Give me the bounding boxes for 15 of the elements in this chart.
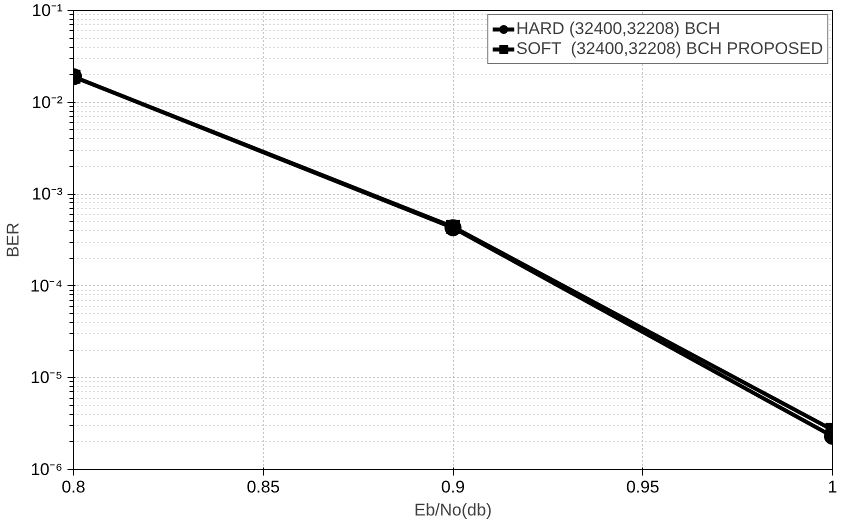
- x-tick-label: 0.95: [626, 478, 660, 496]
- y-tick-label: 10⁻¹: [32, 1, 63, 20]
- y-tick-label: 10⁻³: [32, 184, 63, 204]
- legend-label: SOFT (32400,32208) BCH PROPOSED: [516, 39, 823, 59]
- y-tick-label: 10⁻⁶: [30, 460, 63, 479]
- x-tick-label: 0.85: [246, 478, 280, 496]
- y-tick-label: 10⁻⁵: [30, 368, 63, 388]
- y-tick-label: 10⁻⁴: [30, 276, 63, 296]
- x-tick-label: 0.8: [62, 478, 86, 496]
- y-axis-title: BER: [3, 222, 22, 258]
- x-tick-label: 1: [828, 478, 838, 496]
- x-axis-title: Eb/No(db): [414, 500, 492, 520]
- legend-label: HARD (32400,32208) BCH: [516, 19, 720, 39]
- y-tick-label: 10⁻²: [32, 92, 63, 112]
- x-tick-label: 0.9: [441, 478, 465, 496]
